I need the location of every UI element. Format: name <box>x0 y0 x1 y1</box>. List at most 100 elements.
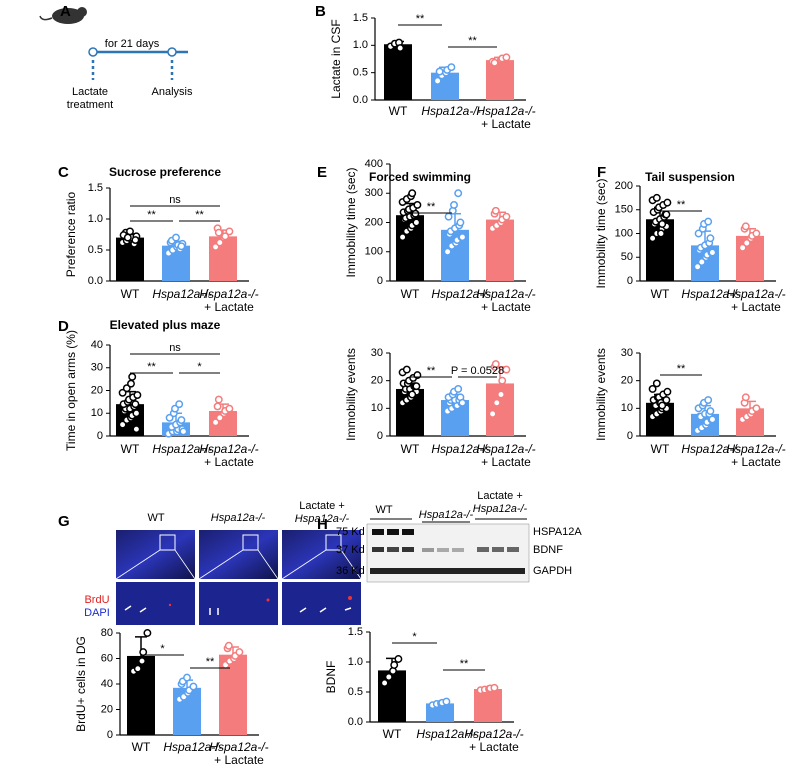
bar <box>474 689 502 722</box>
protein: GAPDH <box>533 565 572 577</box>
y-tick-label: 1.5 <box>348 626 363 638</box>
data-point <box>458 398 467 407</box>
y-tick-label: 0.0 <box>88 275 103 287</box>
panel-label: C <box>58 164 69 181</box>
data-point <box>123 233 132 242</box>
data-point <box>435 67 444 76</box>
data-point <box>408 189 417 198</box>
y-tick-label: 0.5 <box>88 244 103 256</box>
data-point <box>742 239 751 247</box>
x-tick-label: Hspa12a-/- <box>152 442 211 456</box>
data-point <box>235 648 244 657</box>
significance-label: ** <box>147 209 156 221</box>
data-point <box>648 234 657 243</box>
y-tick-label: 100 <box>615 227 633 239</box>
bar <box>486 60 514 100</box>
data-point <box>225 404 234 413</box>
significance-label: ** <box>416 13 425 25</box>
y-tick-label: 300 <box>365 187 383 199</box>
significance-label: ** <box>195 209 204 221</box>
data-point <box>708 415 717 424</box>
x-tick-label: + Lactate <box>481 117 531 131</box>
x-tick-label: Hspa12a-/- <box>416 727 475 741</box>
start-label: Lactate <box>72 86 108 98</box>
y-axis-label: BrdU+ cells in DG <box>74 636 88 732</box>
panel-label: B <box>315 3 326 20</box>
x-tick-label: Hspa12a-/- <box>476 104 535 118</box>
data-point <box>454 385 463 393</box>
data-point <box>648 385 657 393</box>
x-tick-label: Hspa12a-/- <box>464 727 523 741</box>
data-point <box>143 629 152 637</box>
y-tick-label: 200 <box>615 180 633 192</box>
data-point <box>662 396 671 404</box>
x-tick-label: WT <box>132 740 151 754</box>
data-point <box>502 212 511 221</box>
data-point <box>132 409 141 418</box>
significance-label: ** <box>677 363 686 375</box>
panel-label: G <box>58 513 70 530</box>
data-point <box>652 379 661 388</box>
data-point <box>398 233 407 242</box>
marker: 75 Kd <box>336 526 365 538</box>
y-tick-label: 30 <box>91 362 103 374</box>
y-tick-label: 0 <box>97 430 103 442</box>
y-axis-label: Immobility time (sec) <box>344 167 358 277</box>
significance-label: ns <box>169 342 181 354</box>
data-point <box>706 407 715 416</box>
x-tick-label: WT <box>383 727 402 741</box>
y-tick-label: 0.5 <box>348 686 363 698</box>
data-point <box>390 661 399 669</box>
x-tick-label: WT <box>651 287 670 301</box>
x-tick-label: Hspa12a-/- <box>431 287 490 301</box>
data-point <box>221 232 230 241</box>
data-point <box>224 641 233 650</box>
data-point <box>412 218 421 227</box>
panel-label: D <box>58 318 69 335</box>
blot-group: Lactate + <box>477 490 523 502</box>
x-tick-label: Hspa12a-/- <box>163 740 222 754</box>
significance-label: ** <box>206 656 215 668</box>
bar <box>384 44 412 100</box>
data-point <box>412 382 421 391</box>
x-tick-label: Hspa12a-/- <box>476 287 535 301</box>
data-point <box>663 198 672 207</box>
significance-label: * <box>197 361 202 373</box>
y-tick-label: 150 <box>615 204 633 216</box>
panel-label: F <box>597 164 606 181</box>
x-tick-label: Hspa12a-/- <box>726 442 785 456</box>
y-tick-label: 1.0 <box>348 656 363 668</box>
data-point <box>738 243 747 252</box>
data-point <box>741 222 750 231</box>
data-point <box>413 201 422 209</box>
x-tick-label: Hspa12a-/- <box>199 287 258 301</box>
y-tick-label: 20 <box>371 375 383 387</box>
y-tick-label: 50 <box>621 251 633 263</box>
y-tick-label: 30 <box>371 347 383 359</box>
data-point <box>214 395 223 404</box>
data-point <box>394 655 403 663</box>
data-point <box>214 228 223 237</box>
data-point <box>408 390 417 399</box>
protein: BDNF <box>533 544 563 556</box>
data-point <box>131 236 140 245</box>
x-tick-label: WT <box>401 442 420 456</box>
significance-label: ** <box>677 199 686 211</box>
data-point <box>447 63 456 72</box>
x-tick-label: WT <box>389 104 408 118</box>
x-tick-label: WT <box>121 287 140 301</box>
significance-label: ** <box>427 201 436 213</box>
data-point <box>133 664 142 673</box>
end-label: Analysis <box>152 86 193 98</box>
data-point <box>663 387 672 396</box>
data-point <box>177 242 186 251</box>
data-point <box>183 673 191 682</box>
data-point <box>454 189 463 198</box>
significance-label: ns <box>169 194 181 206</box>
data-point <box>498 376 507 385</box>
y-tick-label: 40 <box>101 678 113 690</box>
x-tick-label: + Lactate <box>481 300 531 314</box>
x-tick-label: WT <box>401 287 420 301</box>
y-axis-label: Immobility events <box>594 348 608 441</box>
